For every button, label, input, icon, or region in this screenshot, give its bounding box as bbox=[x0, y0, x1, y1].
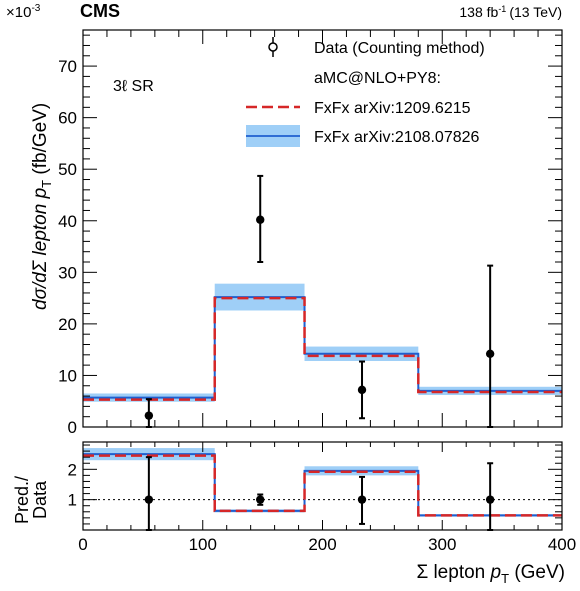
main-data-point-2 bbox=[357, 385, 367, 395]
legend-data-marker bbox=[268, 42, 278, 52]
main-ytick-label: 60 bbox=[58, 109, 77, 128]
ratio-xtick-label: 300 bbox=[428, 535, 456, 554]
ratio-data-point-0 bbox=[144, 495, 154, 504]
main-axes: 0 10 20 30 40 50 60 70 bbox=[58, 30, 563, 437]
ratio-data-point-1 bbox=[256, 495, 265, 504]
main-ytick-label: 50 bbox=[58, 160, 77, 179]
ratio-axes: 1 2 0 100 200 300 400 bbox=[68, 442, 576, 554]
legend-series1-label: FxFx arXiv:1209.6215 bbox=[314, 100, 471, 117]
main-panel: 0 10 20 30 40 50 60 70 bbox=[58, 29, 563, 437]
main-data-point-1 bbox=[256, 215, 265, 224]
ratio-y-label-line2: Data bbox=[30, 480, 50, 519]
ratio-xtick-label: 100 bbox=[189, 535, 217, 554]
ratio-prediction-lines bbox=[83, 453, 562, 517]
ratio-y-axis-label: Pred./ Data bbox=[12, 476, 50, 524]
main-data-point-3 bbox=[485, 349, 495, 358]
ratio-data-point-2 bbox=[357, 495, 367, 504]
main-ytick-label: 10 bbox=[58, 366, 77, 385]
region-label: 3ℓ SR bbox=[113, 78, 154, 95]
ratio-panel: 1 2 0 100 200 300 400 bbox=[68, 441, 576, 554]
lumi-label: 138 fb-1 (13 TeV) bbox=[459, 4, 562, 20]
legend: Data (Counting method) aMC@NLO+PY8: FxFx… bbox=[246, 37, 485, 147]
main-series1-line bbox=[83, 296, 562, 401]
experiment-label: CMS bbox=[80, 1, 120, 21]
ratio-xtick-label: 200 bbox=[308, 535, 336, 554]
y-multiplier: ×10-3 bbox=[6, 3, 41, 21]
ratio-series1-line bbox=[83, 454, 562, 517]
main-prediction-lines bbox=[83, 296, 562, 401]
ratio-ytick-label: 2 bbox=[68, 460, 77, 479]
ratio-data-point-3 bbox=[485, 495, 495, 504]
ratio-xtick-label: 0 bbox=[78, 535, 87, 554]
legend-generator-header: aMC@NLO+PY8: bbox=[314, 70, 441, 87]
legend-data-label: Data (Counting method) bbox=[314, 40, 485, 57]
main-ytick-label: 20 bbox=[58, 315, 77, 334]
x-axis-label: Σ lepton pT (GeV) bbox=[416, 562, 565, 586]
legend-series2-label: FxFx arXiv:2108.07826 bbox=[314, 129, 480, 146]
ratio-ytick-label: 1 bbox=[68, 491, 77, 510]
ratio-xtick-label: 400 bbox=[548, 535, 576, 554]
main-y-axis-label: dσ/dΣ lepton pT (fb/GeV) bbox=[30, 103, 54, 310]
main-ytick-label: 0 bbox=[68, 418, 77, 437]
main-ytick-label: 30 bbox=[58, 263, 77, 282]
main-ytick-label: 40 bbox=[58, 212, 77, 231]
ratio-data-points bbox=[144, 456, 495, 531]
main-ytick-label: 70 bbox=[58, 57, 77, 76]
ratio-y-label-line1: Pred./ bbox=[12, 476, 32, 524]
main-data-point-0 bbox=[144, 411, 154, 420]
